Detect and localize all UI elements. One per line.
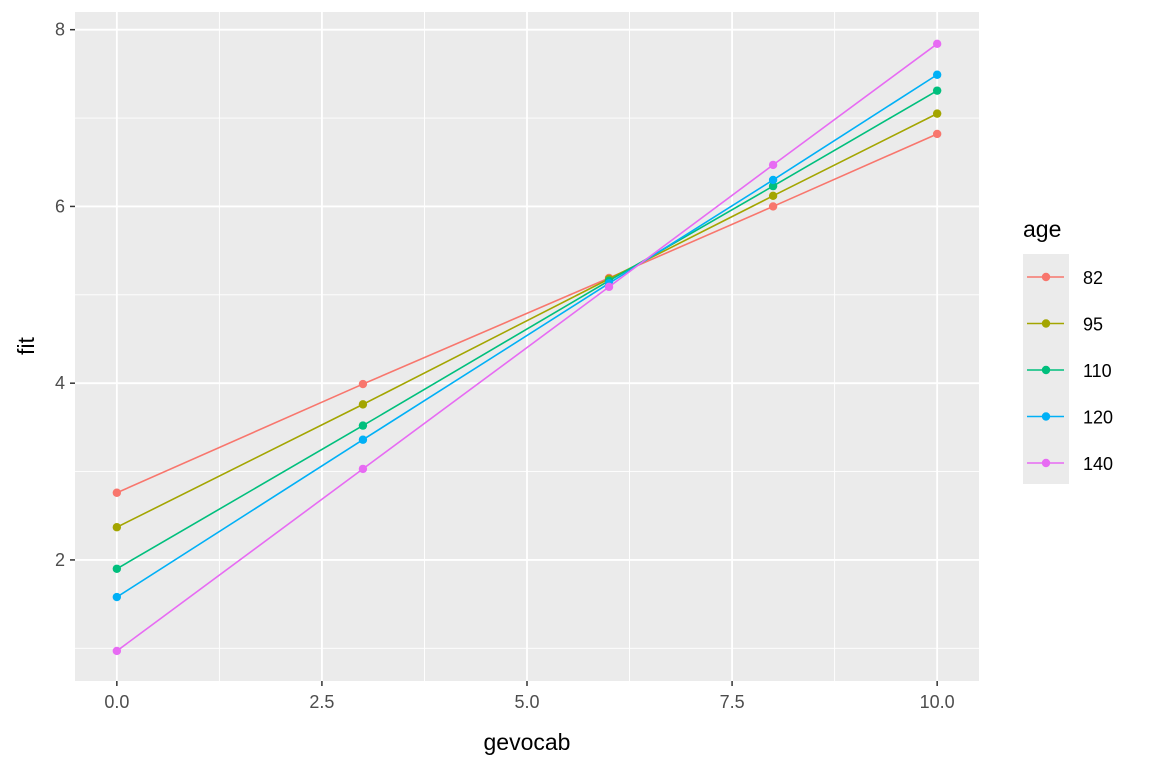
x-axis-label: gevocab: [484, 729, 571, 755]
data-point: [112, 564, 122, 573]
series-140: [112, 39, 942, 656]
data-point: [932, 129, 942, 139]
data-point: [358, 464, 368, 474]
data-point: [932, 70, 942, 79]
x-tick-label: 10.0: [920, 692, 955, 712]
data-point: [768, 181, 778, 191]
y-tick-label: 6: [55, 196, 65, 216]
data-point: [932, 39, 942, 49]
data-point: [932, 109, 942, 118]
y-tick-label: 2: [55, 550, 65, 570]
legend-label: 82: [1083, 268, 1103, 288]
data-point: [112, 592, 122, 602]
data-point: [768, 160, 778, 170]
x-tick-label: 2.5: [309, 692, 334, 712]
data-point: [604, 282, 614, 292]
data-point: [358, 400, 368, 409]
legend: age 82 95 110 120 140: [1023, 216, 1113, 484]
data-point: [768, 175, 778, 185]
data-point: [768, 202, 778, 211]
legend-key-point: [1041, 365, 1051, 375]
y-tick-label: 8: [55, 20, 65, 40]
data-point: [358, 421, 368, 430]
x-tick-label: 0.0: [104, 692, 129, 712]
y-tick-label: 4: [55, 373, 65, 393]
legend-label: 110: [1083, 361, 1112, 381]
legend-key-point: [1041, 272, 1051, 282]
x-tick-label: 7.5: [720, 692, 745, 712]
legend-key-point: [1041, 458, 1051, 468]
y-axis-label: fit: [13, 336, 39, 355]
legend-title: age: [1023, 216, 1061, 242]
legend-label: 140: [1083, 454, 1113, 474]
x-tick-label: 5.0: [514, 692, 539, 712]
data-point: [358, 435, 368, 444]
data-point: [358, 379, 368, 389]
legend-key-point: [1041, 319, 1051, 328]
legend-key-point: [1041, 412, 1051, 421]
legend-label: 95: [1083, 315, 1103, 335]
data-point: [112, 523, 122, 532]
data-point: [932, 86, 942, 95]
data-point: [112, 646, 122, 656]
data-point: [112, 488, 122, 497]
data-point: [768, 191, 778, 201]
legend-label: 120: [1083, 408, 1113, 428]
